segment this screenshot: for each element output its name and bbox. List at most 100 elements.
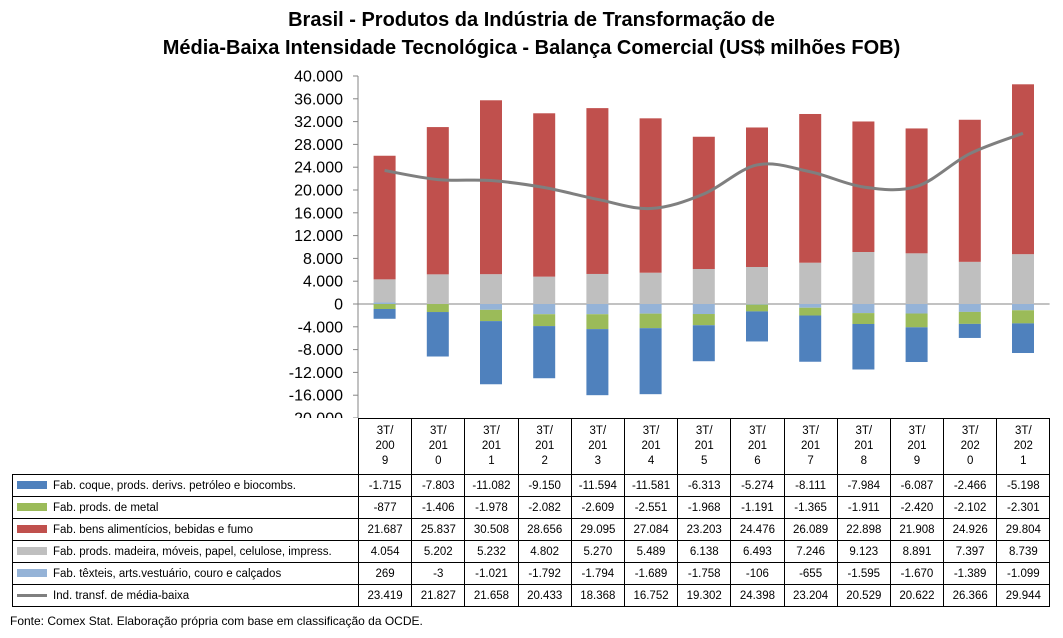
bar-segment	[639, 328, 662, 395]
y-tick-label: -8.000	[298, 342, 343, 359]
y-tick-label: 40.000	[294, 69, 343, 86]
total-line	[384, 131, 1024, 211]
table-cell: 5.270	[570, 540, 625, 563]
table-cell: -1.595	[836, 562, 891, 585]
table-cell: 7.397	[943, 540, 998, 563]
series-name: Fab. têxteis, arts.vestuário, couro e ca…	[53, 567, 282, 580]
table-cell: -1.406	[411, 496, 466, 519]
series-label: Fab. prods. de metal	[12, 496, 359, 519]
bar-segment	[746, 304, 768, 305]
bar-segment	[533, 276, 556, 304]
series-name: Fab. prods. de metal	[53, 501, 159, 514]
table-cell: 23.419	[357, 584, 413, 607]
bar-segment	[533, 304, 556, 315]
category-label: 3T/200 9	[357, 418, 413, 475]
table-cell: -6.313	[677, 474, 732, 497]
table-cell: -1.689	[623, 562, 679, 585]
category-label: 3T/201 9	[889, 418, 945, 475]
table-cell: 18.368	[570, 584, 625, 607]
bar-segment	[905, 128, 928, 254]
table-cell: -2.551	[623, 496, 679, 519]
bar-segment	[586, 314, 609, 330]
bar-segment	[852, 251, 875, 304]
table-cell: -1.978	[464, 496, 519, 519]
table-cell: -2.420	[889, 496, 945, 519]
table-cell: 23.204	[783, 584, 838, 607]
table-cell: 25.837	[411, 518, 466, 541]
table-cell: -11.594	[570, 474, 625, 497]
y-tick-label: 24.000	[294, 160, 343, 177]
y-axis: 40.000 36.000 32.000 28.000 24.000 20.000 16.0…	[289, 69, 1050, 419]
bar-segment	[1012, 84, 1034, 255]
bar-segment	[586, 304, 609, 315]
bar-segment	[480, 304, 502, 310]
table-cell: -1.389	[943, 562, 998, 585]
table-cell: 4.802	[517, 540, 572, 563]
y-tick-label: 32.000	[294, 114, 343, 131]
series-name: Fab. prods. madeira, móveis, papel, celu…	[53, 545, 332, 558]
table-cell: -1.191	[730, 496, 785, 519]
table-cell: -11.581	[623, 474, 679, 497]
table-cell: 26.089	[783, 518, 838, 541]
bar-segment	[586, 329, 609, 396]
table-cell: -2.102	[943, 496, 998, 519]
total-series-line	[384, 131, 1024, 211]
table-cell: 9.123	[836, 540, 891, 563]
series-label: Fab. têxteis, arts.vestuário, couro e ca…	[12, 562, 359, 585]
category-label: 3T/201 0	[411, 418, 466, 475]
y-tick-label: 36.000	[294, 91, 343, 108]
bar-segment	[905, 313, 928, 328]
chart-title-line-1: Brasil - Produtos da Indústria de Transf…	[288, 9, 775, 31]
series-name: Fab. coque, prods. derivs. petróleo e bi…	[53, 479, 296, 492]
table-cell: 24.926	[943, 518, 998, 541]
bar-segment	[639, 304, 662, 314]
bar-segment	[373, 155, 396, 280]
series-label: Fab. coque, prods. derivs. petróleo e bi…	[12, 474, 359, 497]
table-cell: -6.087	[889, 474, 945, 497]
bar-segment	[426, 312, 449, 357]
table-cell: 29.944	[996, 584, 1051, 607]
bar-segment	[1012, 304, 1034, 311]
y-tick-label: -12.000	[289, 365, 343, 382]
y-tick-label: 12.000	[294, 228, 343, 245]
category-label: 3T/202 1	[996, 418, 1051, 475]
bar-segment	[373, 308, 396, 319]
table-cell: -106	[730, 562, 785, 585]
table-row: Fab. coque, prods. derivs. petróleo e bi…	[12, 474, 1051, 497]
y-tick-label: 8.000	[303, 251, 343, 268]
legend-swatch	[17, 525, 47, 534]
table-cell: -8.111	[783, 474, 838, 497]
table-cell: 30.508	[464, 518, 519, 541]
table-cell: -5.274	[730, 474, 785, 497]
series-name: Fab. bens alimentícios, bebidas e fumo	[53, 523, 254, 536]
bar-segment	[958, 261, 981, 304]
series-label: Fab. bens alimentícios, bebidas e fumo	[12, 518, 359, 541]
bar-segment	[480, 321, 502, 385]
table-cell: -11.082	[464, 474, 519, 497]
table-cell: 20.622	[889, 584, 945, 607]
bar-segment	[852, 313, 875, 324]
legend-swatch	[17, 503, 47, 512]
table-cell: 28.656	[517, 518, 572, 541]
bar-segment	[533, 113, 556, 277]
y-tick-label: -20.000	[289, 411, 343, 419]
y-tick-label: 28.000	[294, 137, 343, 154]
y-tick-label: -4.000	[298, 319, 343, 336]
table-cell: 8.891	[889, 540, 945, 563]
bar-segment	[905, 304, 928, 314]
bar-segment	[533, 326, 556, 379]
table-cell: 21.827	[411, 584, 466, 607]
table-cell: 4.054	[357, 540, 413, 563]
bar-segment	[426, 127, 449, 275]
table-cell: -7.803	[411, 474, 466, 497]
table-cell: -1.099	[996, 562, 1051, 585]
table-cell: -1.670	[889, 562, 945, 585]
table-cell: -2.609	[570, 496, 625, 519]
series-name: Ind. transf. de média-baixa	[53, 589, 190, 602]
table-cell: 27.084	[623, 518, 679, 541]
category-label: 3T/201 8	[836, 418, 891, 475]
y-tick-label: 20.000	[294, 183, 343, 200]
bar-segment	[958, 323, 981, 338]
table-cell: -7.984	[836, 474, 891, 497]
category-label: 3T/201 3	[570, 418, 625, 475]
